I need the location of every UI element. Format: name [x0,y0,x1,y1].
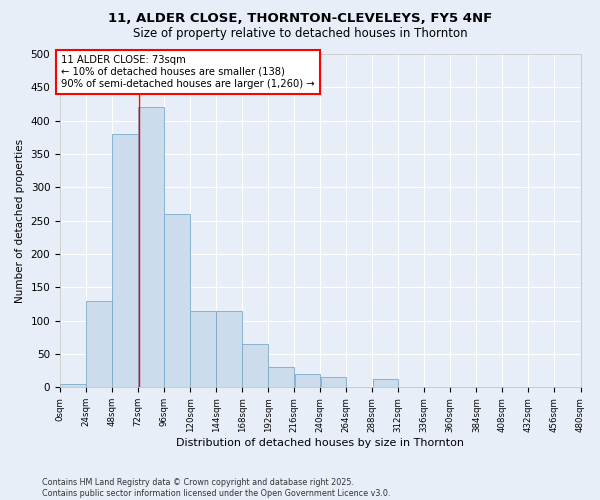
Bar [373,380,398,388]
Text: Size of property relative to detached houses in Thornton: Size of property relative to detached ho… [133,28,467,40]
Bar [139,108,164,388]
Text: Contains HM Land Registry data © Crown copyright and database right 2025.
Contai: Contains HM Land Registry data © Crown c… [42,478,391,498]
Bar [86,300,112,388]
X-axis label: Distribution of detached houses by size in Thornton: Distribution of detached houses by size … [176,438,464,448]
Bar [112,134,138,388]
Bar [320,378,346,388]
Bar [295,374,320,388]
Bar [242,344,268,388]
Bar [164,214,190,388]
Text: 11 ALDER CLOSE: 73sqm
← 10% of detached houses are smaller (138)
90% of semi-det: 11 ALDER CLOSE: 73sqm ← 10% of detached … [61,56,315,88]
Bar [60,384,86,388]
Y-axis label: Number of detached properties: Number of detached properties [15,138,25,302]
Bar [217,310,242,388]
Bar [190,310,216,388]
Text: 11, ALDER CLOSE, THORNTON-CLEVELEYS, FY5 4NF: 11, ALDER CLOSE, THORNTON-CLEVELEYS, FY5… [108,12,492,26]
Bar [268,368,294,388]
